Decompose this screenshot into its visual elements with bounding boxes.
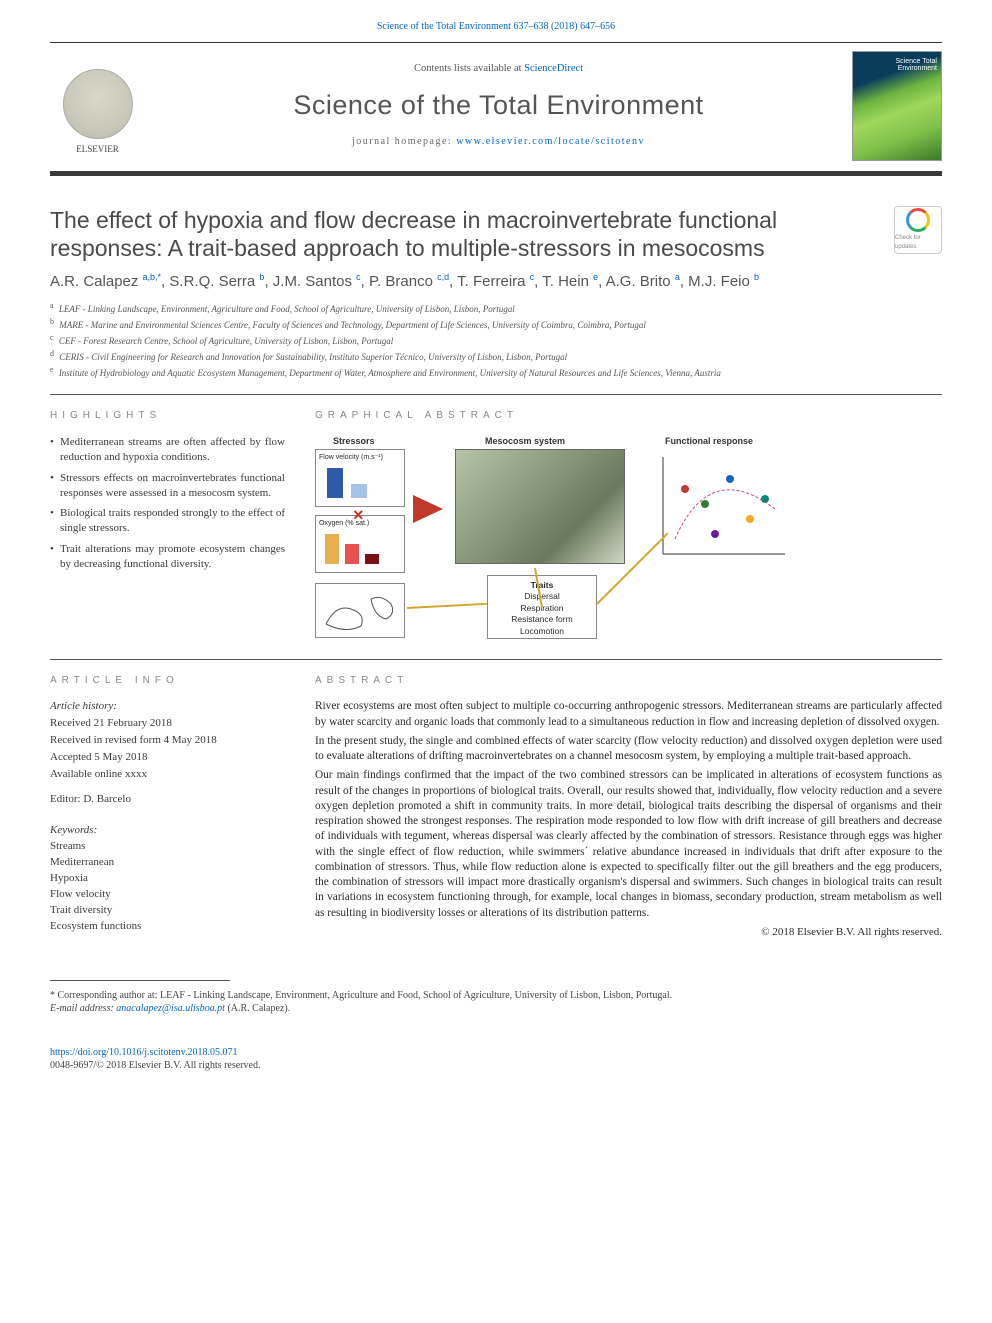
- section-divider: [50, 394, 942, 395]
- keywords-label: Keywords:: [50, 823, 285, 838]
- highlights-and-ga-row: HIGHLIGHTS Mediterranean streams are oft…: [50, 409, 942, 645]
- abstract-heading: ABSTRACT: [315, 674, 942, 688]
- ga-connector-1: [407, 603, 487, 609]
- journal-cover-thumbnail: [852, 51, 942, 161]
- history-line: Accepted 5 May 2018: [50, 750, 285, 765]
- ga-label-stressors: Stressors: [333, 435, 375, 447]
- running-head-citation: Science of the Total Environment 637–638…: [50, 20, 942, 34]
- editor-label: Editor:: [50, 793, 83, 805]
- corresponding-author: * Corresponding author at: LEAF - Linkin…: [50, 989, 942, 1016]
- corr-prefix: * Corresponding author at:: [50, 990, 160, 1001]
- header-center: Contents lists available at ScienceDirec…: [159, 62, 838, 148]
- highlight-item: Stressors effects on macroinvertebrates …: [50, 471, 285, 501]
- history-line: Received in revised form 4 May 2018: [50, 733, 285, 748]
- abstract-body: River ecosystems are most often subject …: [315, 699, 942, 921]
- corr-text: LEAF - Linking Landscape, Environment, A…: [160, 990, 672, 1001]
- highlights-list: Mediterranean streams are often affected…: [50, 435, 285, 572]
- footnote-rule: [50, 980, 230, 981]
- abstract-paragraph: Our main findings confirmed that the imp…: [315, 768, 942, 921]
- ga-label-mesocosm: Mesocosm system: [485, 435, 565, 447]
- article-history-label: Article history:: [50, 699, 285, 714]
- crossmark-ring-icon: [906, 208, 930, 232]
- abstract-paragraph: River ecosystems are most often subject …: [315, 699, 942, 730]
- issn-copyright: 0048-9697/© 2018 Elsevier B.V. All right…: [50, 1060, 260, 1071]
- highlights-heading: HIGHLIGHTS: [50, 409, 285, 423]
- editor-line: Editor: D. Barcelo: [50, 792, 285, 807]
- ga-response-svg: [655, 449, 790, 564]
- contents-available-line: Contents lists available at ScienceDirec…: [159, 62, 838, 76]
- keyword: Hypoxia: [50, 871, 285, 886]
- info-and-abstract-row: ARTICLE INFO Article history: Received 2…: [50, 674, 942, 940]
- ga-stressor-flow-box: Flow velocity (m.s⁻¹): [315, 449, 405, 507]
- keyword: Streams: [50, 839, 285, 854]
- graphical-abstract-figure: Stressors Mesocosm system Functional respo…: [315, 435, 795, 645]
- email-label: E-mail address:: [50, 1003, 116, 1014]
- affiliation-line: e Institute of Hydrobiology and Aquatic …: [50, 364, 942, 380]
- ga-invertebrate-sketch: [315, 583, 405, 638]
- journal-header: ELSEVIER Contents lists available at Sci…: [50, 42, 942, 176]
- keyword: Flow velocity: [50, 887, 285, 902]
- keyword: Mediterranean: [50, 855, 285, 870]
- affiliation-line: a LEAF - Linking Landscape, Environment,…: [50, 300, 942, 316]
- section-divider: [50, 659, 942, 660]
- keywords-block: Keywords: StreamsMediterraneanHypoxiaFlo…: [50, 823, 285, 934]
- author-list: A.R. Calapez a,b,*, S.R.Q. Serra b, J.M.…: [50, 271, 942, 292]
- keyword: Trait diversity: [50, 903, 285, 918]
- ga-combine-x-icon: ×: [353, 503, 364, 527]
- contents-prefix: Contents lists available at: [414, 63, 524, 74]
- corr-email-link[interactable]: anacalapez@isa.ulisboa.pt: [116, 1003, 225, 1014]
- abstract-paragraph: In the present study, the single and com…: [315, 734, 942, 765]
- affiliation-line: d CERIS - Civil Engineering for Research…: [50, 348, 942, 364]
- citation-link[interactable]: Science of the Total Environment 637–638…: [377, 21, 615, 32]
- crossmark-badge[interactable]: Check for updates: [894, 206, 942, 254]
- journal-homepage-line: journal homepage: www.elsevier.com/locat…: [159, 135, 838, 149]
- journal-homepage-link[interactable]: www.elsevier.com/locate/scitotenv: [456, 136, 645, 147]
- ga-mesocosm-photo: [455, 449, 625, 564]
- affiliations: a LEAF - Linking Landscape, Environment,…: [50, 300, 942, 380]
- ga-functional-response-plot: [655, 449, 790, 564]
- highlight-item: Trait alterations may promote ecosystem …: [50, 542, 285, 572]
- sciencedirect-link[interactable]: ScienceDirect: [524, 63, 583, 74]
- highlight-item: Mediterranean streams are often affected…: [50, 435, 285, 465]
- article-info-heading: ARTICLE INFO: [50, 674, 285, 688]
- elsevier-tree-icon: [63, 69, 133, 139]
- article-history: Article history: Received 21 February 20…: [50, 699, 285, 781]
- affiliation-line: b MARE - Marine and Environmental Scienc…: [50, 316, 942, 332]
- journal-name: Science of the Total Environment: [159, 87, 838, 123]
- highlight-item: Biological traits responded strongly to …: [50, 506, 285, 536]
- crossmark-label: Check for updates: [895, 234, 941, 250]
- copyright-line: © 2018 Elsevier B.V. All rights reserved…: [315, 925, 942, 940]
- homepage-prefix: journal homepage:: [352, 136, 456, 147]
- ga-label-response: Functional response: [665, 435, 753, 447]
- ga-invert-svg: [316, 584, 404, 637]
- editor-name: D. Barcelo: [83, 793, 131, 805]
- corr-author-paren: (A.R. Calapez).: [225, 1003, 290, 1014]
- publisher-name: ELSEVIER: [76, 143, 119, 155]
- affiliation-line: c CEF - Forest Research Centre, School o…: [50, 332, 942, 348]
- doi-block: https://doi.org/10.1016/j.scitotenv.2018…: [50, 1046, 942, 1073]
- doi-link[interactable]: https://doi.org/10.1016/j.scitotenv.2018…: [50, 1047, 238, 1058]
- graphical-abstract-heading: GRAPHICAL ABSTRACT: [315, 409, 942, 423]
- keyword: Ecosystem functions: [50, 919, 285, 934]
- publisher-logo: ELSEVIER: [50, 56, 145, 156]
- history-line: Received 21 February 2018: [50, 716, 285, 731]
- article-title: The effect of hypoxia and flow decrease …: [50, 206, 878, 264]
- history-line: Available online xxxx: [50, 767, 285, 782]
- ga-arrow-stressors-to-mesocosm: [413, 495, 443, 523]
